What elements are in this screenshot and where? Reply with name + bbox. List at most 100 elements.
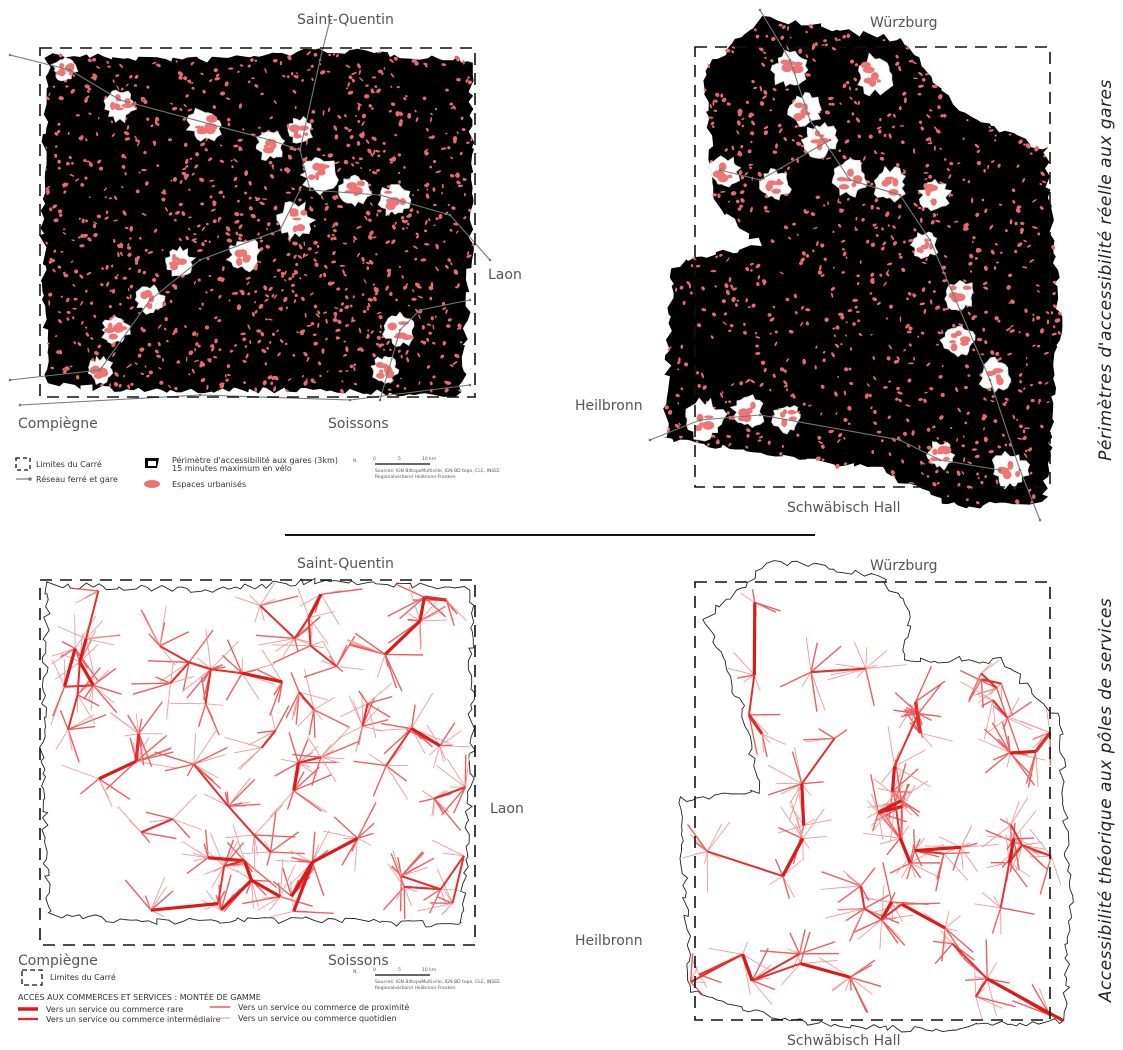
urban-area (263, 148, 271, 152)
station (99, 369, 102, 372)
station (469, 299, 472, 302)
station (999, 469, 1002, 472)
urban-area (300, 210, 307, 216)
urban-area (951, 333, 958, 338)
legend-label: Vers un service ou commerce de proximité (238, 1002, 409, 1012)
legend-label: Vers un service ou commerce quotidien (238, 1014, 397, 1023)
sources: Sources: IGN BdtopoMultiville, IGN BD to… (375, 979, 500, 985)
urban-area (713, 170, 725, 178)
city-label: Schwäbisch Hall (787, 500, 900, 516)
urban-area (1008, 461, 1014, 470)
station (649, 439, 652, 442)
urban-area (774, 181, 784, 186)
urban-area (236, 257, 242, 266)
urban-area (162, 249, 164, 252)
urban-area (930, 199, 936, 204)
service-link (314, 710, 315, 738)
city-label: Laon (490, 801, 524, 817)
legend-label: Limites du Carré (36, 459, 102, 469)
legend-label: Réseau ferré et gare (36, 474, 118, 484)
service-link (1010, 751, 1036, 753)
urban-area (861, 62, 871, 69)
station (379, 194, 382, 197)
station (199, 259, 202, 262)
station (19, 404, 22, 407)
station (9, 379, 12, 382)
legend-swatch (144, 480, 160, 488)
urban-area (877, 431, 882, 434)
service-link (434, 799, 435, 816)
urban-area (765, 182, 772, 191)
station (299, 189, 302, 192)
city-label: Schwäbisch Hall (787, 1033, 900, 1049)
legend-swatch (22, 970, 42, 985)
station (929, 239, 932, 242)
city-label: Compiègne (18, 416, 98, 432)
urban-area (964, 386, 968, 389)
station (699, 419, 702, 422)
urban-area (727, 175, 732, 179)
legend-label: 15 minutes maximum en vélo (172, 463, 292, 473)
legend-label: Vers un service ou commerce rare (46, 1005, 183, 1014)
scale-label: 0 (373, 456, 376, 462)
service-link (892, 792, 912, 793)
service-link (691, 982, 706, 983)
urban-area (924, 184, 935, 192)
sources: Regionalverband Heilbronn-Franken (375, 985, 456, 991)
station (299, 149, 302, 152)
urban-area (839, 184, 849, 190)
territory (679, 561, 1073, 1032)
urban-area (109, 334, 118, 340)
service-link (75, 615, 76, 649)
city-label: Soissons (328, 416, 389, 432)
legend-swatch (16, 458, 30, 470)
urban-area (1053, 281, 1057, 284)
city-label: Soissons (328, 953, 389, 969)
city-label: Laon (488, 267, 522, 283)
station (899, 439, 902, 442)
city-label: Würzburg (870, 15, 937, 31)
urban-area (357, 120, 360, 123)
station (379, 399, 382, 402)
urban-area (254, 388, 257, 393)
station (279, 229, 282, 232)
urban-area (376, 362, 384, 368)
urban-area (963, 286, 972, 290)
city-label: Compiègne (18, 953, 98, 969)
urban-area (949, 340, 956, 343)
urban-area (771, 188, 781, 193)
urban-area (941, 446, 952, 454)
urban-area (67, 63, 74, 69)
service-link (802, 784, 804, 826)
city-label: Heilbronn (575, 398, 643, 414)
urban-area (245, 255, 251, 261)
station (269, 139, 272, 142)
urban-area (206, 115, 217, 123)
urban-area (308, 174, 315, 180)
station (989, 379, 992, 382)
urban-area (920, 245, 928, 250)
city-label: Saint-Quentin (297, 12, 394, 28)
urban-area (130, 294, 132, 299)
urban-area (932, 449, 937, 456)
urban-area (779, 24, 783, 27)
station (1039, 519, 1042, 522)
urban-area (1015, 471, 1020, 477)
urban-area (780, 412, 785, 418)
urban-area (377, 209, 382, 212)
service-link (362, 693, 363, 727)
north: N (353, 969, 356, 975)
city-label: Saint-Quentin (297, 556, 394, 572)
station (69, 69, 72, 72)
urban-area (924, 239, 928, 242)
service-link (385, 654, 423, 655)
scale-label: 10 km (422, 967, 436, 973)
legend-label: Vers un service ou commerce intermédiair… (46, 1014, 221, 1024)
station (959, 309, 962, 312)
urban-area (389, 158, 395, 161)
station (759, 9, 762, 12)
urban-area (746, 408, 752, 414)
legend-label: Limites du Carré (50, 972, 116, 982)
urban-area (385, 202, 395, 210)
urban-area (124, 172, 126, 176)
